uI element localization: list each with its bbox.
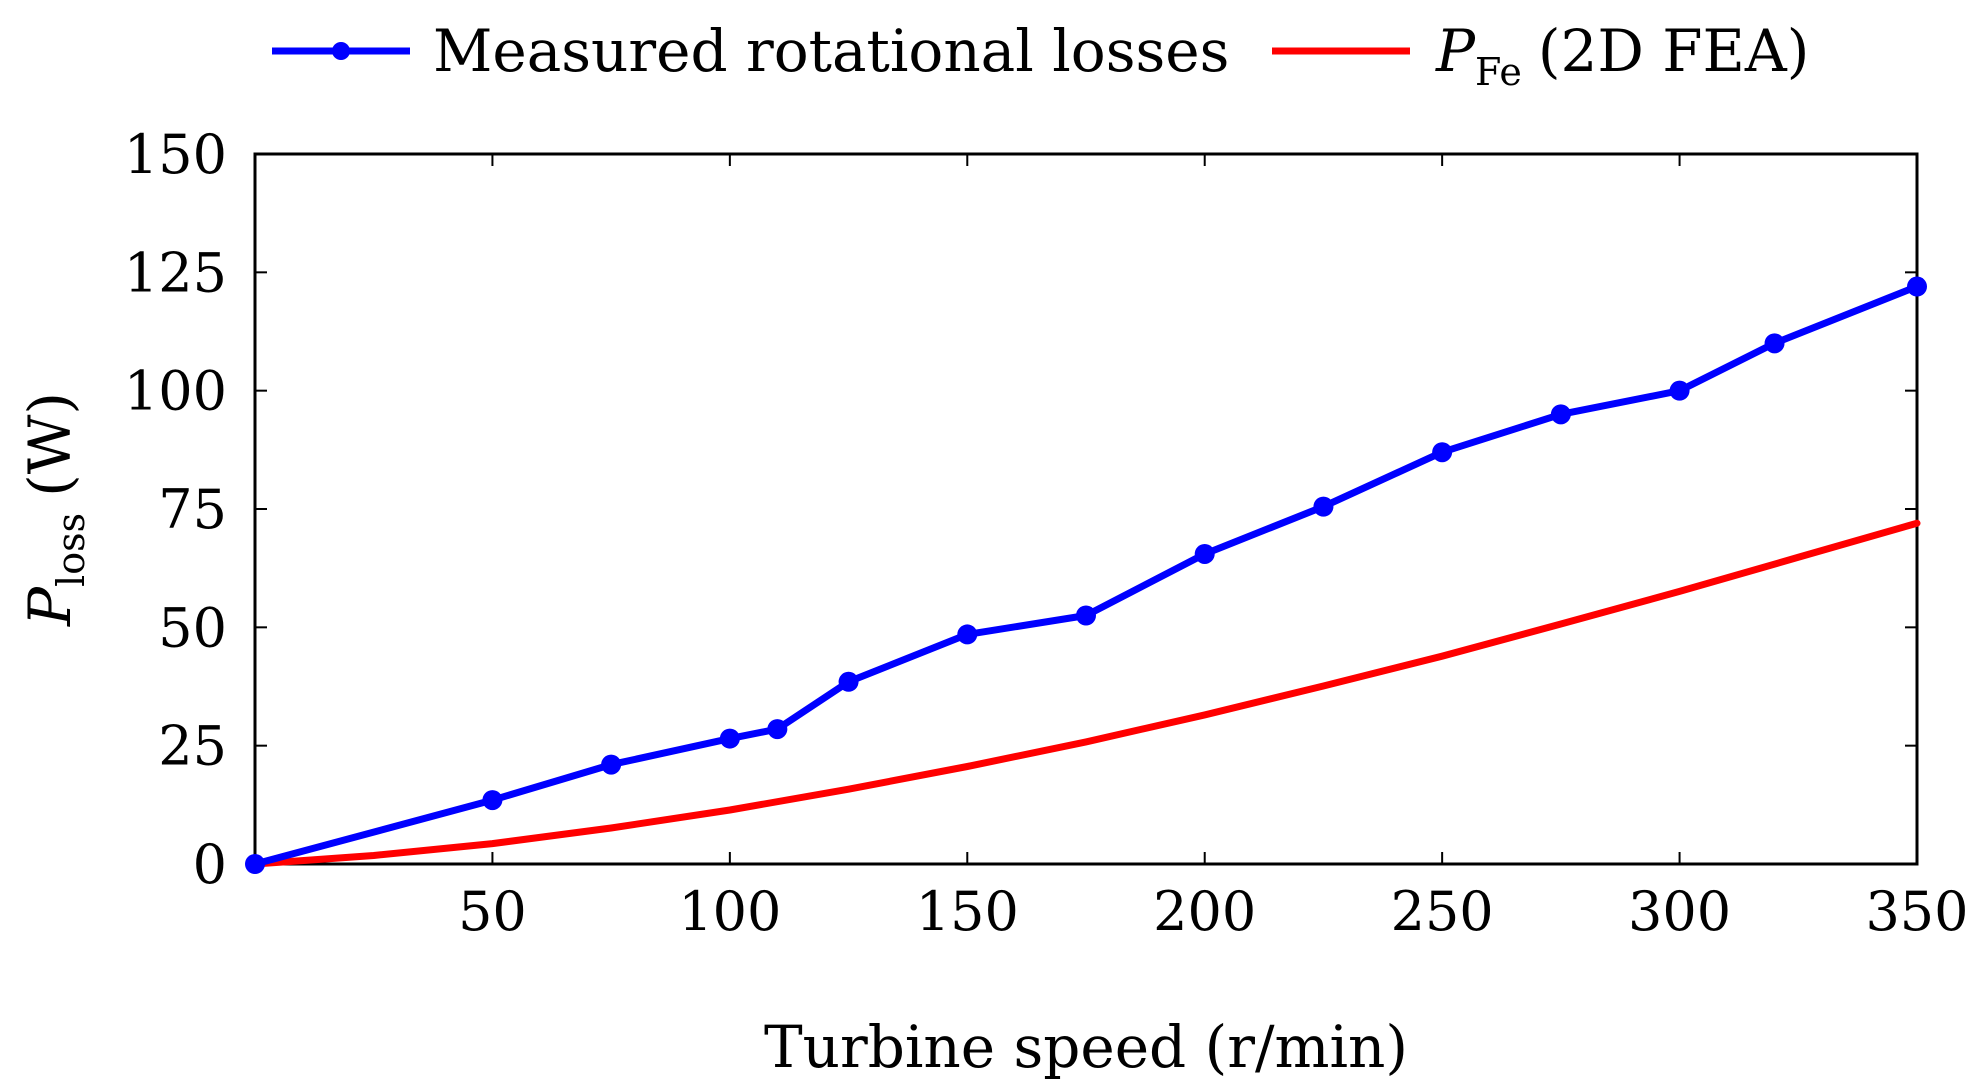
data-point-measured bbox=[838, 671, 859, 692]
data-point-measured bbox=[719, 728, 740, 749]
x-tick-label: 250 bbox=[1391, 880, 1494, 943]
y-axis-title: Ploss (W) bbox=[16, 392, 93, 627]
legend-label-pfe-rest: (2D FEA) bbox=[1538, 17, 1810, 85]
data-point-measured bbox=[1313, 496, 1334, 517]
plot-area bbox=[253, 152, 1919, 866]
y-axis-title-sub: loss bbox=[49, 513, 93, 587]
y-tick-label: 125 bbox=[124, 241, 227, 304]
y-tick-label: 150 bbox=[124, 123, 227, 186]
x-tick-label: 50 bbox=[458, 880, 527, 943]
y-tick-label: 100 bbox=[124, 360, 227, 423]
data-point-measured bbox=[1764, 333, 1785, 354]
y-axis-title-unit: (W) bbox=[16, 392, 84, 497]
x-tick-label: 150 bbox=[916, 880, 1019, 943]
data-point-measured bbox=[601, 754, 622, 775]
data-point-measured bbox=[1550, 404, 1571, 425]
y-tick-label: 25 bbox=[158, 715, 227, 778]
series-line-pfe bbox=[251, 519, 1921, 868]
x-tick-label: 200 bbox=[1153, 880, 1256, 943]
series-line-measured bbox=[251, 283, 1921, 868]
x-axis-title: Turbine speed (r/min) bbox=[764, 1013, 1408, 1081]
data-point-measured bbox=[482, 790, 503, 811]
data-point-measured bbox=[1669, 380, 1690, 401]
legend-label-pfe: PFe (2D FEA) bbox=[1435, 17, 1809, 94]
y-tick-label: 50 bbox=[158, 596, 227, 659]
x-axis: 50 100 150 200 250 300 350 bbox=[458, 154, 1969, 943]
y-axis: 0 25 50 75 100 125 150 bbox=[124, 123, 1917, 896]
data-point-measured bbox=[245, 854, 265, 874]
x-tick-label: 350 bbox=[1865, 880, 1968, 943]
series-layer bbox=[245, 276, 1927, 874]
data-point-measured bbox=[1432, 442, 1453, 463]
y-axis-title-main: P bbox=[16, 586, 84, 627]
data-point-measured bbox=[1076, 605, 1096, 626]
legend: Measured rotational losses PFe (2D FEA) bbox=[272, 17, 1809, 94]
y-tick-label: 0 bbox=[193, 833, 227, 896]
data-point-measured bbox=[767, 719, 788, 740]
legend-marker-measured bbox=[332, 42, 350, 60]
data-point-measured bbox=[1194, 543, 1215, 564]
data-point-measured bbox=[1907, 276, 1927, 297]
legend-label-pfe-sub: Fe bbox=[1475, 50, 1522, 94]
legend-label-measured: Measured rotational losses bbox=[433, 17, 1229, 85]
legend-label-pfe-main: P bbox=[1435, 17, 1476, 85]
x-tick-label: 100 bbox=[678, 880, 781, 943]
data-point-measured bbox=[957, 624, 978, 645]
y-tick-label: 75 bbox=[158, 478, 227, 541]
x-tick-label: 300 bbox=[1628, 880, 1731, 943]
